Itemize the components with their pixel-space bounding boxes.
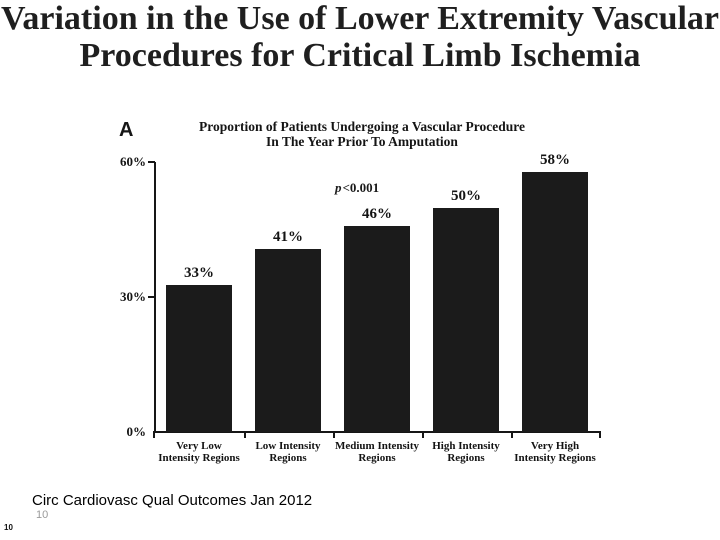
page-number: 10 bbox=[36, 509, 49, 521]
slide-number-corner: 10 bbox=[4, 523, 13, 532]
bar bbox=[433, 208, 499, 432]
x-tick bbox=[153, 433, 155, 438]
chart-title-line2: In The Year Prior To Amputation bbox=[266, 133, 458, 149]
bar-value-label: 46% bbox=[362, 206, 392, 222]
x-category-label: High Intensity Regions bbox=[432, 440, 500, 464]
x-tick bbox=[510, 433, 513, 438]
chart-title: Proportion of Patients Undergoing a Vasc… bbox=[162, 119, 562, 149]
chart-title-line1: Proportion of Patients Undergoing a Vasc… bbox=[199, 119, 525, 134]
y-tick bbox=[148, 296, 155, 298]
bar bbox=[522, 172, 588, 432]
bar-value-label: 41% bbox=[273, 228, 303, 245]
x-category-label: Very High Intensity Regions bbox=[514, 440, 596, 464]
bar-value-label: 50% bbox=[451, 188, 481, 204]
x-category-label: Very Low Intensity Regions bbox=[158, 440, 240, 464]
x-axis-line bbox=[153, 431, 601, 433]
bar bbox=[344, 226, 410, 432]
x-category-label: Low Intensity Regions bbox=[255, 440, 321, 464]
y-axis-line bbox=[154, 162, 156, 433]
p-value-symbol: p bbox=[335, 180, 342, 195]
y-tick-label: 0% bbox=[126, 424, 147, 439]
slide-title-line1: Variation in the Use of Lower Extremity … bbox=[0, 0, 720, 37]
bar bbox=[255, 248, 321, 432]
y-tick-label: 60% bbox=[120, 154, 146, 169]
bar-value-label: 58% bbox=[540, 152, 570, 168]
p-value-annotation: p<0.001 bbox=[335, 180, 379, 196]
x-tick bbox=[599, 433, 601, 438]
slide-title: Variation in the Use of Lower Extremity … bbox=[0, 0, 720, 74]
x-tick bbox=[243, 433, 246, 438]
bar bbox=[166, 284, 232, 432]
bar-value-label: 33% bbox=[184, 264, 214, 281]
x-tick bbox=[332, 433, 335, 438]
y-tick bbox=[148, 161, 155, 163]
chart-panel-label: A bbox=[119, 119, 134, 141]
citation: Circ Cardiovasc Qual Outcomes Jan 2012 bbox=[32, 492, 313, 509]
p-value-number: <0.001 bbox=[342, 180, 380, 195]
x-category-label: Medium Intensity Regions bbox=[334, 440, 420, 464]
x-tick bbox=[421, 433, 424, 438]
slide-title-line2: Procedures for Critical Limb Ischemia bbox=[79, 37, 641, 74]
y-tick-label: 30% bbox=[120, 289, 146, 304]
